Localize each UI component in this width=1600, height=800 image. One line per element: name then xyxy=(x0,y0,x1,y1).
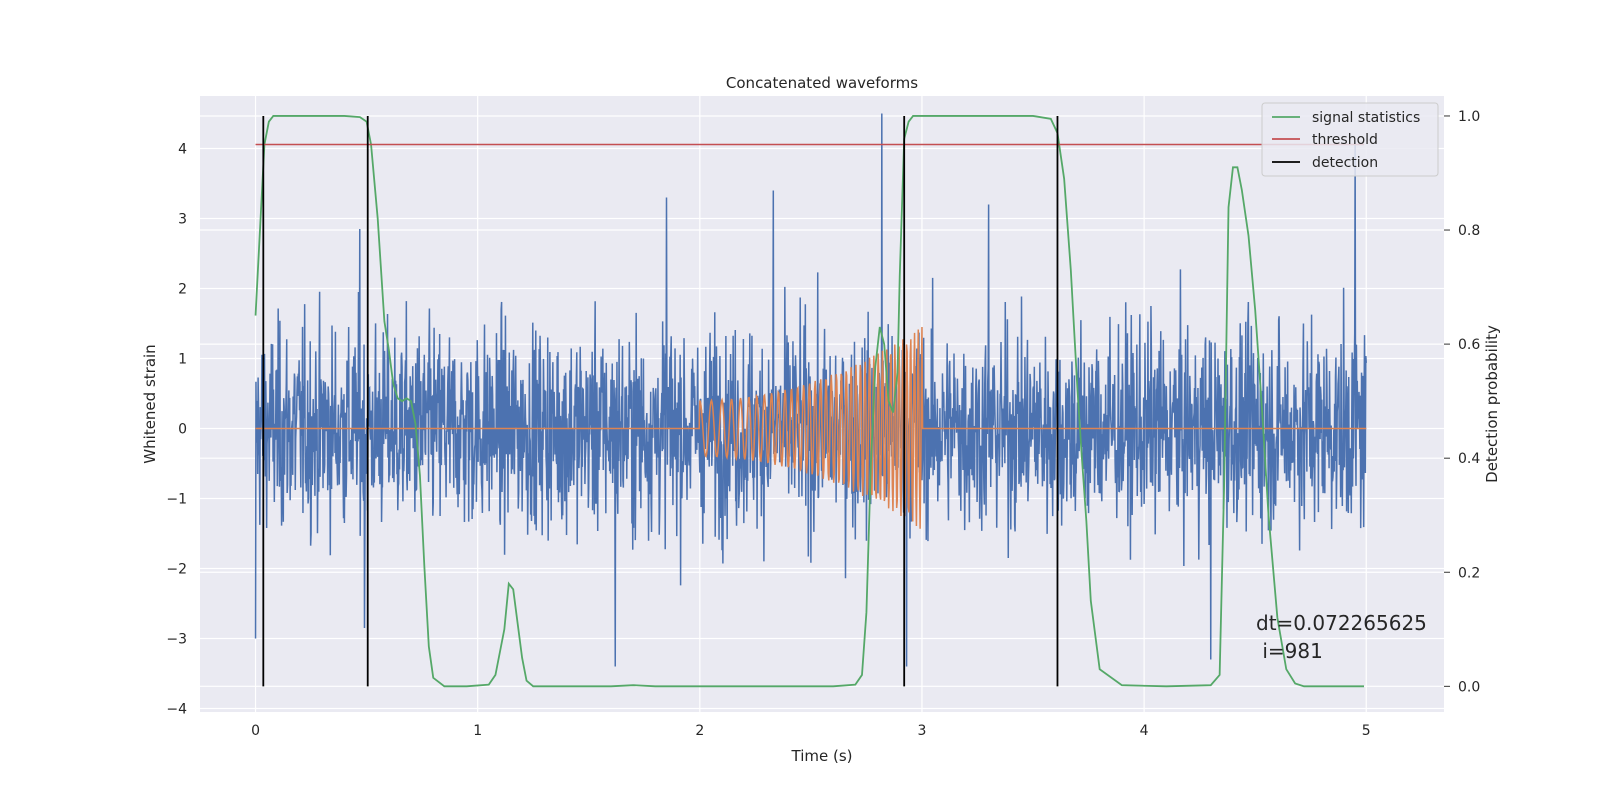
signal-statistics-line xyxy=(254,115,1365,688)
y2-tick-label: 0.4 xyxy=(1458,451,1480,467)
y2-axis-label: Detection probability xyxy=(1483,325,1501,483)
y-axis-label: Whitened strain xyxy=(141,344,159,463)
y-tick-label: 0 xyxy=(178,422,187,438)
y-tick-label: 4 xyxy=(178,142,187,158)
legend: signal statistics threshold detection xyxy=(1261,102,1439,177)
x-tick-label: 5 xyxy=(1362,723,1371,739)
legend-label-signal-statistics: signal statistics xyxy=(1312,110,1420,126)
y2-tick-label: 0.6 xyxy=(1458,337,1480,353)
y2-tick-label: 1.0 xyxy=(1458,109,1480,125)
x-axis-label: Time (s) xyxy=(791,747,853,765)
y-tick-label: −2 xyxy=(166,562,187,578)
x-tick-label: 1 xyxy=(473,723,482,739)
legend-box xyxy=(1261,102,1439,177)
tick-layer: 0 1 2 3 4 5 −4 −3 −2 −1 0 1 2 3 4 0.0 0.2 0.4 0.6 0.8 1.0 xyxy=(166,109,1480,739)
strain-line xyxy=(254,113,1367,667)
x-tick-label: 2 xyxy=(695,723,704,739)
y-tick-label: −1 xyxy=(166,492,187,508)
legend-label-threshold: threshold xyxy=(1312,132,1378,148)
x-tick-label: 0 xyxy=(251,723,260,739)
y-tick-label: −3 xyxy=(166,632,187,648)
y-tick-label: 2 xyxy=(178,282,187,298)
annotation-dt: dt=0.072265625 xyxy=(1256,611,1427,635)
y2-tick-label: 0.2 xyxy=(1458,565,1480,581)
y2-tick-label: 0.8 xyxy=(1458,223,1480,239)
y-tick-label: 3 xyxy=(178,212,187,228)
injection-line xyxy=(255,326,1367,529)
annotation-i: i=981 xyxy=(1256,639,1323,663)
x-tick-label: 4 xyxy=(1140,723,1149,739)
injection-layer xyxy=(255,326,1367,529)
x-tick-label: 3 xyxy=(918,723,927,739)
y2-tick-label: 0.0 xyxy=(1458,679,1480,695)
strain-layer xyxy=(254,113,1367,667)
probability-layer xyxy=(254,115,1365,688)
y-tick-label: 1 xyxy=(178,352,187,368)
y-tick-label: −4 xyxy=(166,702,187,718)
legend-label-detection: detection xyxy=(1312,155,1378,171)
chart-title: Concatenated waveforms xyxy=(726,74,918,92)
